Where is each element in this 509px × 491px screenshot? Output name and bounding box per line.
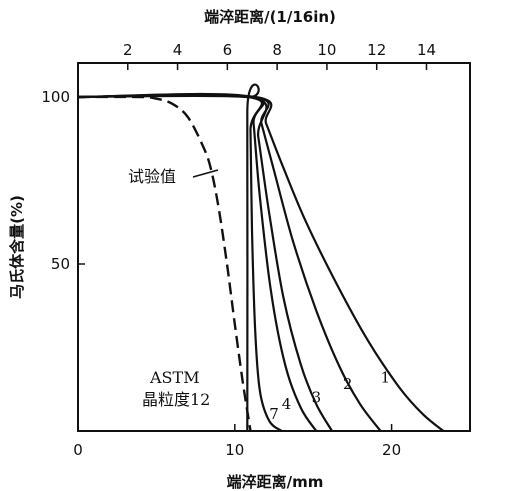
x-tick-label-bottom: 0	[73, 441, 83, 459]
x-tick-label-bottom: 10	[225, 441, 244, 459]
x-tick-label-top: 6	[223, 41, 233, 59]
curve-label-4: 4	[282, 395, 292, 413]
x-tick-label-top: 14	[417, 41, 436, 59]
x-tick-label-top: 2	[123, 41, 133, 59]
x-axis-title-bottom: 端淬距离/mm	[227, 473, 324, 491]
y-tick-label: 100	[41, 88, 70, 106]
curve-label-2: 2	[343, 375, 353, 393]
curve-label-3: 3	[312, 388, 322, 406]
x-tick-label-top: 4	[173, 41, 183, 59]
curve-label-7: 7	[269, 405, 279, 423]
annotation-astm-line1: ASTM	[149, 368, 200, 387]
y-tick-label: 50	[51, 255, 70, 273]
series-line-7	[77, 93, 444, 432]
series-line-1	[77, 95, 252, 432]
series-line-6	[77, 93, 382, 432]
x-tick-label-top: 12	[367, 41, 386, 59]
x-tick-label-bottom: 20	[382, 441, 401, 459]
annotation-test-value: 试验值	[128, 167, 176, 186]
series-layer	[77, 83, 444, 432]
y-axis-title: 马氏体含量(%)	[8, 195, 26, 299]
annotation-astm-line2: 晶粒度12	[142, 390, 210, 409]
curve-label-1: 1	[381, 368, 391, 386]
plot-frame	[77, 62, 471, 432]
labels-layer: 1 2 3 47	[269, 368, 390, 423]
annotation-test-value-leader	[192, 169, 219, 178]
series-line-5	[77, 92, 333, 432]
x-tick-label-top: 10	[317, 41, 336, 59]
x-tick-label-top: 8	[272, 41, 282, 59]
x-axis-title-top: 端淬距离/(1/16in)	[204, 8, 336, 26]
